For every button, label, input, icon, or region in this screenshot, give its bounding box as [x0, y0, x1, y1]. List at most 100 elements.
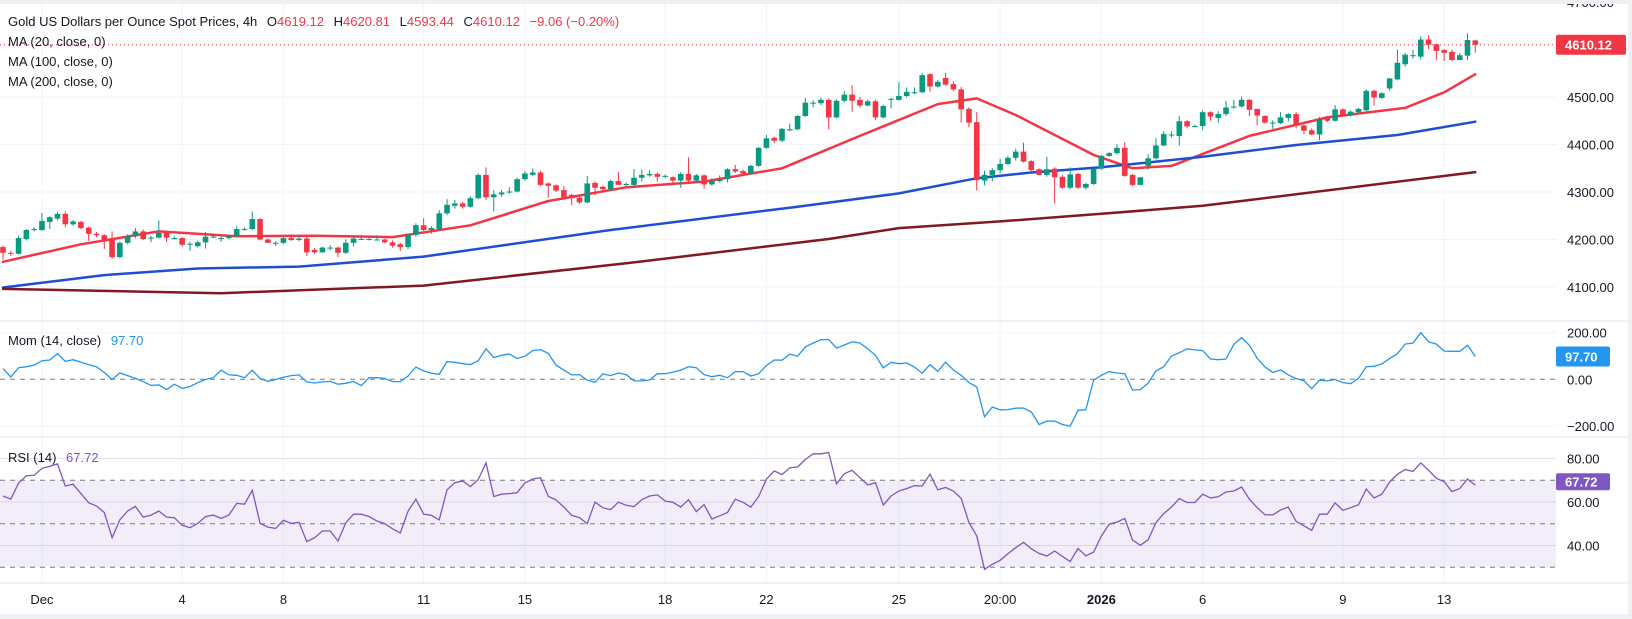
candle: [849, 85, 855, 112]
candle-body: [732, 169, 739, 172]
rsi-legend[interactable]: RSI (14) 67.72: [8, 450, 99, 465]
candle: [615, 172, 622, 185]
candle-body: [46, 217, 53, 222]
ma20-legend[interactable]: MA (20, close, 0): [8, 34, 106, 49]
candle-body: [78, 221, 84, 229]
candle: [638, 169, 645, 182]
candle: [607, 179, 614, 191]
right-border: [1628, 0, 1632, 619]
last-price-label: 4610.12: [1565, 38, 1612, 53]
candle: [600, 185, 606, 192]
candle: [958, 87, 964, 123]
candle-body: [701, 175, 707, 185]
candle: [514, 177, 520, 193]
candle-body: [467, 198, 474, 207]
candle-body: [545, 183, 552, 186]
candle-body: [459, 203, 466, 207]
candle-body: [1020, 151, 1027, 162]
candle: [1192, 124, 1198, 128]
candle-body: [265, 239, 271, 243]
candle-body: [1121, 147, 1128, 176]
candle: [942, 72, 949, 86]
candle-body: [288, 238, 295, 240]
candle: [1005, 155, 1011, 165]
candle: [31, 227, 37, 232]
candle-body: [187, 243, 193, 245]
candle: [381, 238, 388, 244]
mom-tick-label: 200.00: [1567, 326, 1607, 341]
candle: [179, 237, 185, 247]
candle-body: [1441, 49, 1447, 53]
candle: [537, 170, 544, 187]
candle-body: [1316, 119, 1323, 135]
mom-value: 97.70: [110, 333, 144, 348]
candle-body: [483, 174, 489, 198]
candle: [1129, 173, 1136, 187]
candle: [677, 172, 684, 188]
candle: [405, 233, 411, 249]
candle-body: [163, 232, 170, 238]
candle-body: [685, 173, 692, 181]
candle-body: [1254, 108, 1260, 116]
candle: [1347, 110, 1354, 117]
candle: [428, 226, 435, 234]
candle-body: [124, 236, 131, 243]
mom-tick-label: −200.00: [1567, 419, 1614, 434]
candle: [872, 99, 879, 120]
candle: [880, 104, 887, 119]
ma100-legend[interactable]: MA (100, close, 0): [8, 54, 113, 69]
candle: [311, 248, 318, 254]
candle-body: [833, 100, 840, 118]
candle: [148, 235, 154, 243]
candle: [335, 246, 341, 258]
mom-legend[interactable]: Mom (14, close) 97.70: [8, 333, 143, 348]
candle-body: [405, 234, 411, 248]
candle-body: [475, 174, 481, 199]
axes: Dec 4 8 11 15 18 22 25 20:00 2026 6 9 13 4700.00 4500.…: [0, 0, 1626, 607]
candle-body: [966, 108, 972, 123]
candle-body: [1067, 174, 1074, 188]
candle-body: [179, 238, 185, 245]
candle-body: [1277, 117, 1284, 124]
candle-body: [607, 181, 614, 190]
candle: [194, 240, 201, 248]
ma200-legend[interactable]: MA (200, close, 0): [8, 74, 113, 89]
rsi-value-tag: [1556, 473, 1610, 491]
candle: [802, 97, 809, 117]
candle: [1433, 43, 1440, 60]
candle-body: [319, 247, 326, 253]
candle-body: [825, 99, 832, 118]
date-tick-label: 9: [1339, 592, 1346, 607]
candle: [685, 157, 692, 182]
candle-body: [1005, 157, 1011, 164]
candle: [1379, 92, 1385, 99]
candle-body: [810, 102, 816, 104]
candle-body: [1090, 168, 1097, 184]
candle: [70, 220, 76, 226]
candle-body: [1184, 121, 1190, 127]
candle-body: [786, 129, 793, 131]
candle: [124, 234, 131, 245]
price-tick-label: 4400.00: [1567, 138, 1614, 153]
candle: [413, 223, 419, 237]
symbol-title: Gold US Dollars per Ounce Spot Prices, 4…: [8, 14, 258, 29]
candle-body: [740, 171, 746, 174]
candle: [46, 216, 53, 230]
candle: [1153, 138, 1159, 160]
candle: [771, 136, 778, 144]
candle-body: [7, 252, 14, 254]
candle-body: [981, 174, 988, 181]
top-border: [0, 0, 1632, 4]
candle: [654, 172, 661, 182]
candle-body: [670, 177, 676, 181]
candle: [350, 235, 357, 247]
candle-body: [280, 238, 287, 243]
candle-body: [522, 173, 528, 180]
rsi-tick-label: 40.00: [1567, 539, 1600, 554]
candle: [911, 87, 918, 95]
candle-body: [1285, 114, 1292, 118]
candle-body: [677, 173, 684, 181]
price-tick-label: 4200.00: [1567, 233, 1614, 248]
candle: [1394, 49, 1401, 81]
